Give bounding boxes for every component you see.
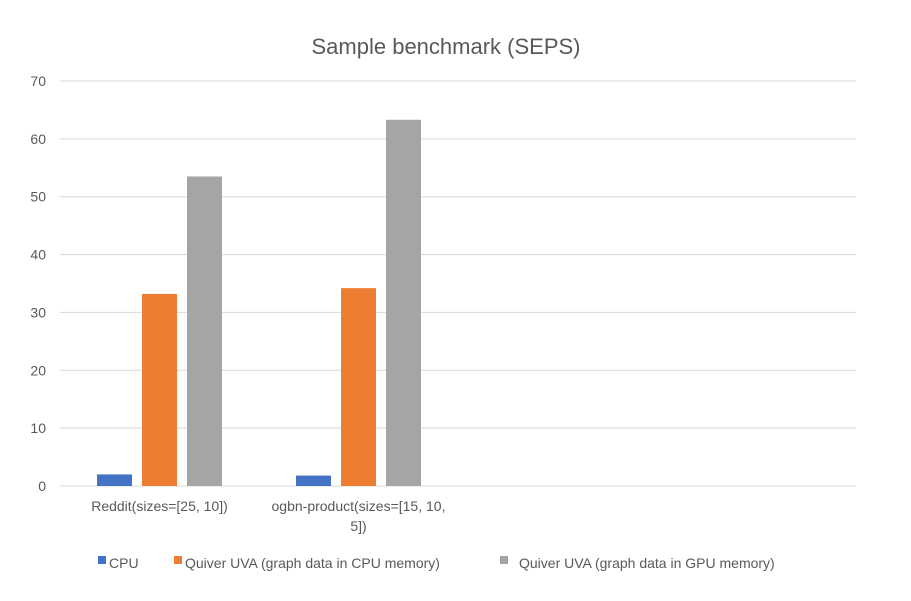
legend-swatch bbox=[174, 556, 182, 564]
x-category-label: 5]) bbox=[350, 518, 366, 534]
bar bbox=[187, 176, 222, 486]
y-tick-label: 0 bbox=[38, 478, 46, 494]
x-category-label: Reddit(sizes=[25, 10]) bbox=[91, 498, 228, 514]
y-tick-label: 70 bbox=[30, 73, 46, 89]
bar bbox=[97, 474, 132, 486]
legend-label: Quiver UVA (graph data in CPU memory) bbox=[185, 555, 440, 571]
bars bbox=[97, 119, 421, 486]
y-axis-ticks: 0 10 20 30 40 50 60 70 bbox=[30, 73, 46, 494]
y-tick-label: 40 bbox=[30, 247, 46, 263]
y-tick-label: 60 bbox=[30, 131, 46, 147]
legend-swatch bbox=[98, 556, 106, 564]
bar bbox=[386, 119, 421, 486]
x-category-label: ogbn-product(sizes=[15, 10, bbox=[272, 498, 446, 514]
y-tick-label: 10 bbox=[30, 420, 46, 436]
bar bbox=[296, 475, 331, 486]
bar bbox=[341, 288, 376, 486]
y-tick-label: 50 bbox=[30, 189, 46, 205]
legend-swatch bbox=[500, 556, 508, 564]
x-axis-categories: Reddit(sizes=[25, 10]) ogbn-product(sizes… bbox=[91, 498, 445, 534]
legend-label: Quiver UVA (graph data in GPU memory) bbox=[519, 555, 775, 571]
y-tick-label: 30 bbox=[30, 304, 46, 320]
gridlines bbox=[60, 80, 856, 487]
chart-title: Sample benchmark (SEPS) bbox=[312, 34, 581, 59]
legend: CPU Quiver UVA (graph data in CPU memory)… bbox=[98, 555, 775, 571]
y-tick-label: 20 bbox=[30, 362, 46, 378]
bar bbox=[142, 293, 177, 486]
legend-label: CPU bbox=[109, 555, 139, 571]
